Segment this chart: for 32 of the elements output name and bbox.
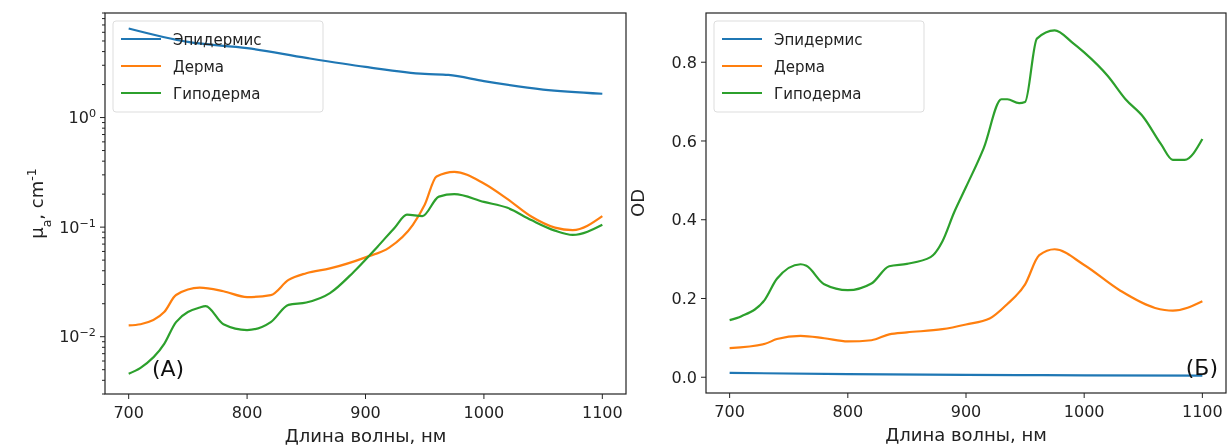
x-tick-label: 900 [950,402,982,421]
x-axis-title: Длина волны, нм [284,425,447,446]
y-tick-label: 10$^{0}$ [68,106,96,128]
x-tick-label: 800 [832,402,864,421]
line-series [728,29,1204,322]
line-series [728,248,1204,350]
legend-label: Дерма [774,58,825,76]
y-tick-label: 10$^{−1}$ [59,216,96,237]
x-tick-label: 1100 [581,403,623,422]
x-tick-label: 700 [714,402,745,421]
y-axis-title: OD [627,188,648,218]
x-axis-title: Длина волны, нм [885,424,1047,445]
x-tick-label: 1000 [463,403,505,422]
y-tick-label: 10$^{−2}$ [59,325,96,347]
y-tick-label: 0.4 [671,210,697,230]
line-series [127,170,604,327]
annotation: (A) [151,356,185,381]
y-tick-label: 0.0 [671,367,697,387]
x-tick-label: 900 [350,403,381,422]
legend-label: Эпидермис [173,31,262,49]
x-tick-label: 700 [113,403,144,422]
y-tick-label: 0.6 [671,131,697,151]
legend-label: Гиподерма [774,85,862,103]
x-tick-label: 800 [231,403,263,422]
legend-label: Дерма [173,58,224,76]
x-tick-label: 1100 [1182,402,1223,421]
legend-label: Гиподерма [173,85,261,103]
annotation: (Б) [1185,355,1218,380]
y-tick-label: 0.2 [671,289,697,309]
y-tick-label: 0.8 [671,52,697,72]
x-tick-label: 1000 [1063,402,1105,421]
legend-label: Эпидермис [774,31,863,49]
